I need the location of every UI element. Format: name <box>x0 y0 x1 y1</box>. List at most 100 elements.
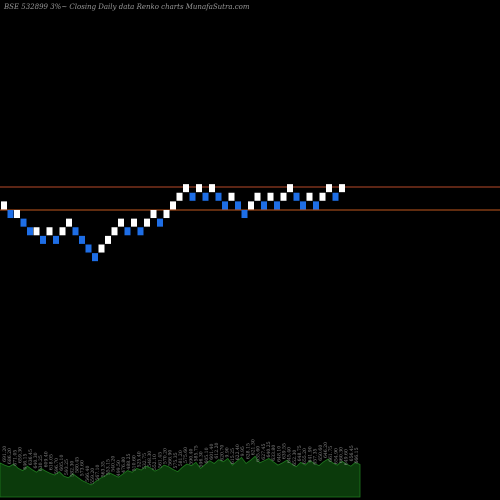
chart-title: BSE 532899 3%~ Closing Daily data Renko … <box>3 3 250 11</box>
volume-label: 612.20 <box>214 442 220 458</box>
volume-label: 671.05 <box>12 450 18 466</box>
renko-brick-down <box>7 210 14 219</box>
renko-brick-down <box>79 235 85 244</box>
volume-label: 559.20 <box>90 468 96 484</box>
volume-label: 660.30 <box>338 447 344 463</box>
renko-brick-down <box>261 201 267 210</box>
renko-brick-down <box>137 227 144 236</box>
renko-brick-up <box>287 184 293 193</box>
renko-brick-up <box>196 184 202 193</box>
volume-label: 661.75 <box>328 446 334 462</box>
renko-brick-up <box>98 244 105 253</box>
volume-label: 499.50 <box>116 460 122 476</box>
volume-label: 656.45 <box>349 445 355 461</box>
volume-label: 573.60 <box>80 460 86 476</box>
renko-brick-down <box>124 227 131 236</box>
volume-label: 609.40 <box>43 451 49 467</box>
reference-lines <box>0 186 500 211</box>
volume-label: 567.10 <box>95 464 101 480</box>
renko-brick-down <box>157 218 163 227</box>
renko-brick-up <box>1 201 7 210</box>
volume-labels: 691.20 686.20 671.05 659.30 646.15 636.45 640.… <box>2 439 360 484</box>
renko-brick-up <box>144 218 150 227</box>
renko-brick-up <box>183 184 189 193</box>
volume-label: 581.20 <box>178 450 184 466</box>
volume-label: 652.30 <box>292 450 298 466</box>
renko-brick-up <box>228 192 235 201</box>
renko-brick-up <box>33 227 40 236</box>
volume-label: 510.60 <box>131 455 137 471</box>
renko-brick-up <box>176 192 183 201</box>
renko-brick-down <box>293 192 300 201</box>
volume-label: 622.40 <box>235 444 241 460</box>
volume-label: 666.15 <box>354 447 360 463</box>
renko-brick-down <box>92 253 98 262</box>
renko-brick-down <box>53 235 59 244</box>
renko-brick-up <box>267 192 274 201</box>
volume-label: 620.70 <box>219 445 225 461</box>
volume-label: 641.90 <box>307 446 313 462</box>
volume-label: 9.95 <box>240 446 246 456</box>
volume-label: 659.30 <box>18 447 24 463</box>
volume-label: 553.15 <box>106 459 112 475</box>
renko-brick-up <box>46 227 53 236</box>
volume-label: 593.25 <box>64 459 70 475</box>
volume-label: 650.60 <box>318 445 324 461</box>
renko-brick-up <box>150 210 157 219</box>
volume-label: 621.30 <box>250 439 256 455</box>
renko-brick-up <box>280 192 287 201</box>
renko-brick-down <box>300 201 306 210</box>
volume-label: 566.90 <box>168 450 174 466</box>
renko-brick-up <box>118 218 124 227</box>
renko-brick-up <box>14 210 20 219</box>
volume-label: 691.20 <box>2 446 8 462</box>
volume-label: 9.90 <box>225 447 231 457</box>
volume-label: 548.30 <box>147 451 153 467</box>
volume-label: 618.05 <box>49 454 55 470</box>
volume-label: 648.10 <box>276 446 282 462</box>
renko-brick-up <box>131 218 137 227</box>
renko-brick-up <box>170 201 176 210</box>
volume-label: 648.75 <box>297 445 303 461</box>
volume-label: 596.30 <box>199 451 205 467</box>
volume-label: 532.75 <box>142 453 148 469</box>
volume-label: 633.80 <box>271 445 277 461</box>
renko-brick-up <box>111 227 118 236</box>
volume-label: 686.20 <box>7 448 13 464</box>
volume-label: 488.25 <box>126 453 132 469</box>
renko-brick-down <box>20 218 27 227</box>
volume-label: 639.55 <box>282 443 288 459</box>
renko-brick-down <box>72 227 79 236</box>
renko-brick-up <box>163 210 170 219</box>
volume-label: 590.40 <box>188 448 194 464</box>
renko-brick-up <box>339 184 345 193</box>
volume-label: 635.60 <box>256 446 262 462</box>
renko-brick-up <box>254 192 261 201</box>
volume-label: 649.60 <box>344 449 350 465</box>
volume-area <box>0 455 361 498</box>
volume-label: 615.25 <box>230 448 236 464</box>
renko-brick-down <box>215 192 222 201</box>
renko-bricks <box>1 184 345 262</box>
renko-brick-up <box>248 201 254 210</box>
volume-label: 601.40 <box>209 444 215 460</box>
renko-brick-down <box>332 192 339 201</box>
renko-brick-down <box>202 192 209 201</box>
volume-label: 540.20 <box>111 456 117 472</box>
volume-label: 575.60 <box>183 447 189 463</box>
volume-label: 575.35 <box>173 452 179 468</box>
volume-label: 628.15 <box>245 443 251 459</box>
volume-fill <box>0 455 361 498</box>
volume-label: 476.80 <box>121 457 127 473</box>
renko-brick-down <box>241 210 248 219</box>
volume-label: 566.40 <box>85 466 91 482</box>
volume-label: 627.45 <box>261 444 267 460</box>
volume-label: 646.15 <box>23 453 29 469</box>
volume-label: 580.45 <box>74 457 80 473</box>
renko-brick-up <box>326 184 332 193</box>
renko-brick-down <box>27 227 33 236</box>
renko-brick-up <box>319 192 326 201</box>
volume-label: 645.40 <box>287 447 293 463</box>
renko-brick-up <box>209 184 215 193</box>
